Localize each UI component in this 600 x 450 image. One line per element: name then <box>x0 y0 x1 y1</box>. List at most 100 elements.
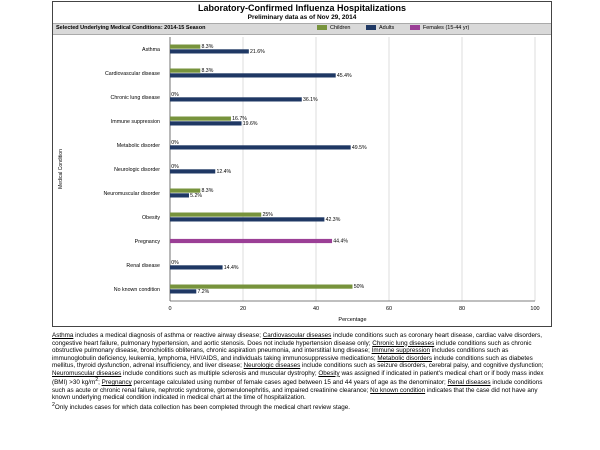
legend-item-adults: Adults <box>366 25 394 31</box>
bar-adults-no-known-condition <box>170 289 197 294</box>
footnote-term-neuromuscular: Neuromuscular diseases <box>52 369 122 377</box>
footnote-term-lung: Chronic lung diseases <box>372 339 435 347</box>
footnote-term-renal: Renal diseases <box>447 379 491 387</box>
bar-children-no-known-condition <box>170 284 353 289</box>
data-label-adults-no-known-condition: 7.2% <box>197 289 209 295</box>
plot-area: 0 20 40 60 80 100 Percentage Medical Condition A… <box>58 37 540 323</box>
footnote-def-metabolic: include conditions such as diabetes mell… <box>52 354 533 370</box>
footnote: Asthma includes a medical diagnosis of a… <box>52 332 552 412</box>
bar-females-15-44-yr-pregnancy <box>170 238 333 244</box>
footnote-note-superscript: 2 <box>52 402 55 409</box>
category-label-obesity: Obesity <box>142 215 160 221</box>
bar-children-neuromuscular-disorder <box>170 188 201 193</box>
footnote-term-metabolic: Metabolic disorders <box>377 354 432 362</box>
data-label-children-renal-disease: 0% <box>171 260 179 266</box>
category-label-neurologic-disorder: Neurologic disorder <box>114 167 160 173</box>
data-label-children-cardiovascular-disease: 8.3% <box>201 68 213 74</box>
footnote-def-no-known: indicates that the case did not have any… <box>52 386 538 402</box>
legend-label-females: Females (15-44 yr) <box>422 25 470 31</box>
bar-children-asthma <box>170 44 201 49</box>
footnote-term-pregnancy: Pregnancy <box>101 379 132 387</box>
data-label-adults-renal-disease: 14.4% <box>224 265 239 271</box>
data-label-children-neuromuscular-disorder: 8.3% <box>201 188 213 194</box>
category-label-pregnancy: Pregnancy <box>135 239 161 245</box>
footnote-def-obesity: was assigned if indicated in patient's m… <box>52 369 544 387</box>
footnote-def-pregnancy: percentage calculated using number of fe… <box>131 379 448 387</box>
footnote-def-neurologic: include conditions such as seizure disor… <box>300 362 544 370</box>
category-label-renal-disease: Renal disease <box>126 263 160 269</box>
legend-label-adults: Adults <box>379 25 395 31</box>
data-label-children-asthma: 8.3% <box>201 44 213 50</box>
bar-adults-obesity <box>170 217 325 222</box>
footnote-def-neuromuscular: include conditions such as multiple scle… <box>121 369 319 377</box>
data-label-adults-asthma: 21.6% <box>250 49 265 55</box>
data-label-adults-neuromuscular-disorder: 5.2% <box>190 193 202 199</box>
x-tick-label-60: 60 <box>386 306 392 312</box>
bar-adults-neuromuscular-disorder <box>170 193 189 198</box>
header-band: Selected Underlying Medical Conditions: … <box>53 23 551 35</box>
chart-subtitle: Preliminary data as of Nov 29, 2014 <box>247 14 357 21</box>
data-label-adults-cardiovascular-disease: 45.4% <box>337 73 352 79</box>
bar-adults-chronic-lung-disease <box>170 97 302 102</box>
category-label-cardiovascular-disease: Cardiovascular disease <box>105 71 160 77</box>
footnote-def-immune: includes conditions such as immunoglobul… <box>52 347 509 362</box>
data-label-adults-neurologic-disorder: 12.4% <box>216 169 231 175</box>
data-label-children-immune-suppression: 16.7% <box>232 116 247 122</box>
footnote-term-asthma: Asthma <box>52 332 74 339</box>
category-label-neuromuscular-disorder: Neuromuscular disorder <box>103 191 160 197</box>
footnote-term-immune: Immune suppression <box>371 347 431 355</box>
data-label-children-chronic-lung-disease: 0% <box>171 92 179 98</box>
legend: Children Adults Females (15-44 yr) <box>317 25 483 31</box>
data-label-adults-chronic-lung-disease: 36.1% <box>303 97 318 103</box>
bar-children-cardiovascular-disease <box>170 68 201 73</box>
category-label-chronic-lung-disease: Chronic lung disease <box>111 95 161 101</box>
footnote-term-no-known: No known condition <box>370 386 426 394</box>
x-tick-label-40: 40 <box>313 306 319 312</box>
footnote-term-obesity: Obesity <box>318 369 340 377</box>
chart-frame: Laboratory-Confirmed Influenza Hospitali… <box>52 1 552 327</box>
category-label-asthma: Asthma <box>142 47 160 53</box>
category-label-no-known-condition: No known condition <box>114 287 160 293</box>
data-label-adults-immune-suppression: 19.6% <box>243 121 258 127</box>
footnote-note-text: Only includes cases for which data colle… <box>54 404 350 412</box>
footnote-def-cardiovascular: include conditions such as coronary hear… <box>52 332 543 347</box>
bar-adults-cardiovascular-disease <box>170 73 336 78</box>
x-tick-label-0: 0 <box>168 306 171 312</box>
x-tick-label-100: 100 <box>530 306 539 312</box>
bar-children-obesity <box>170 212 262 217</box>
legend-label-children: Children <box>330 25 351 31</box>
bar-adults-metabolic-disorder <box>170 145 351 150</box>
header-label: Selected Underlying Medical Conditions: … <box>56 25 206 31</box>
data-label-children-metabolic-disorder: 0% <box>171 140 179 146</box>
legend-swatch-females <box>409 25 420 31</box>
bar-children-immune-suppression <box>170 116 231 121</box>
data-label-children-no-known-condition: 50% <box>354 284 365 290</box>
x-tick-label-20: 20 <box>240 306 246 312</box>
footnote-term-neurologic: Neurologic diseases <box>243 362 301 370</box>
x-tick-label-80: 80 <box>459 306 465 312</box>
footnote-term-cardiovascular: Cardiovascular diseases <box>262 332 332 339</box>
category-label-metabolic-disorder: Metabolic disorder <box>117 143 161 149</box>
bar-adults-immune-suppression <box>170 121 242 126</box>
data-label-adults-metabolic-disorder: 49.5% <box>352 145 367 151</box>
footnote-def-lung: include conditions such as chronic obstr… <box>52 339 532 355</box>
data-label-females-15-44-yr-pregnancy: 44.4% <box>333 239 348 245</box>
bar-adults-asthma <box>170 49 249 54</box>
footnote-obesity-end: ; <box>98 379 102 387</box>
x-axis-title: Percentage <box>338 317 366 323</box>
legend-item-children: Children <box>317 25 350 31</box>
legend-swatch-adults <box>366 25 377 31</box>
footnote-obesity-superscript: 2 <box>95 377 99 384</box>
bar-adults-neurologic-disorder <box>170 169 216 174</box>
data-label-children-neurologic-disorder: 0% <box>171 164 179 170</box>
y-axis-title: Medical Condition <box>58 149 64 189</box>
footnote-def-renal: include conditions such as acute or chro… <box>52 379 543 394</box>
footnote-def-asthma: includes a medical diagnosis of asthma o… <box>73 332 263 339</box>
data-label-adults-obesity: 42.3% <box>326 217 341 223</box>
chart-title: Laboratory-Confirmed Influenza Hospitali… <box>197 3 406 13</box>
bar-adults-renal-disease <box>170 265 223 270</box>
legend-item-females: Females (15-44 yr) <box>409 25 470 31</box>
category-label-immune-suppression: Immune suppression <box>111 119 160 125</box>
data-label-children-obesity: 25% <box>262 212 273 218</box>
legend-swatch-children <box>317 25 327 31</box>
